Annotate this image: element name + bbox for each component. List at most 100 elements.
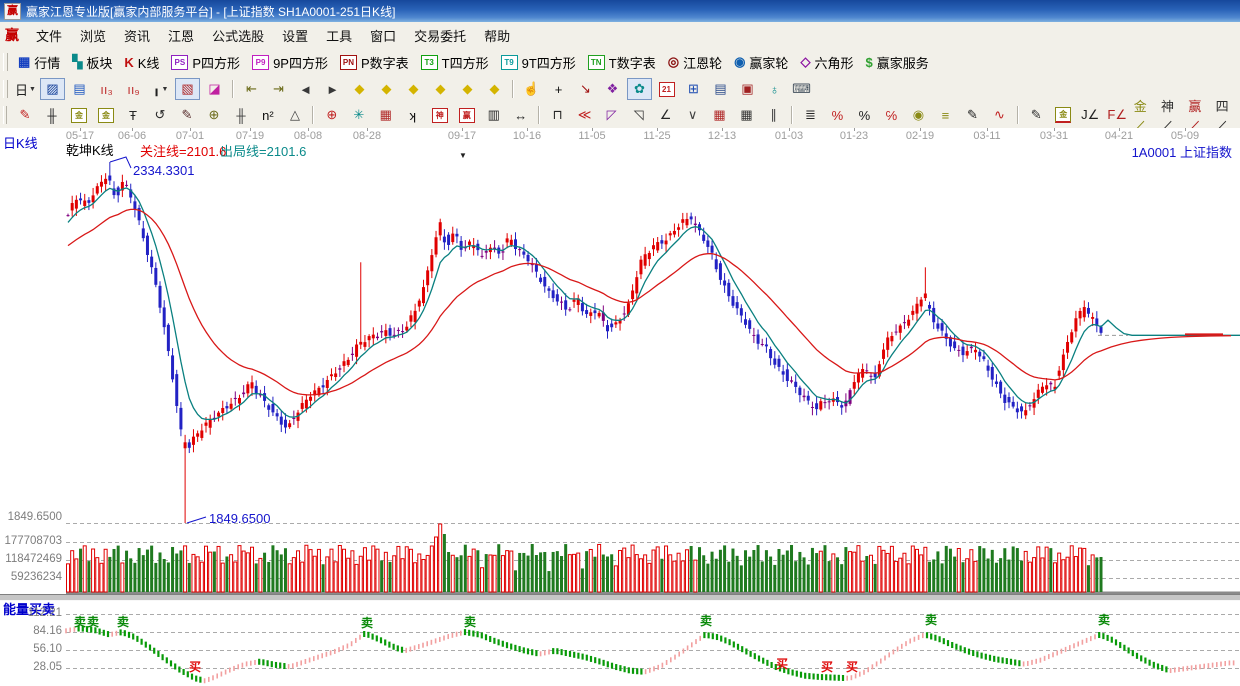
tool-zoom-in-x[interactable]: ◆ xyxy=(455,78,480,100)
tool-gann-circle[interactable]: ⊕ xyxy=(319,104,344,126)
tool-mirror-angle[interactable]: △ xyxy=(282,104,307,126)
menu-item-0[interactable]: 文件 xyxy=(36,28,63,44)
tool-period-day[interactable]: 日 ▼ xyxy=(13,78,38,100)
tool-gold-circle-levels[interactable]: ◉ xyxy=(906,104,931,126)
tool-gold-angle[interactable]: 金∠ xyxy=(1132,99,1157,133)
toolbar-button-winner-wheel[interactable]: ◉ 赢家轮 xyxy=(728,50,794,74)
toolbar-button-nine-t-square[interactable]: T9 9T四方形 xyxy=(495,50,582,74)
tool-parallel-rays[interactable]: ∥ xyxy=(761,104,786,126)
tool-calendar-tool[interactable]: 21 xyxy=(654,78,679,100)
menu-item-1[interactable]: 浏览 xyxy=(80,28,107,44)
tool-gold-lines[interactable]: ≡ xyxy=(933,104,958,126)
toolbar-button-t-square[interactable]: T3 T四方形 xyxy=(415,50,495,74)
tool-percent-red[interactable]: % xyxy=(825,104,850,126)
toolbar-button-p-square[interactable]: PS P四方形 xyxy=(165,50,246,74)
menu-item-5[interactable]: 设置 xyxy=(282,28,309,44)
toolbar-button-sectors[interactable]: ▚ 板块 xyxy=(66,50,118,74)
tool-analysis-tool[interactable]: ✿ xyxy=(627,78,652,100)
tool-workstation-tool[interactable]: ⌨ xyxy=(789,78,814,100)
tool-time-grid[interactable]: ╫ xyxy=(228,104,253,126)
tool-info-panel[interactable]: ▤ xyxy=(67,78,92,100)
tool-ma-9[interactable]: ıı₉ xyxy=(121,78,146,100)
tool-crosshair-tool[interactable]: + xyxy=(546,78,571,100)
tool-circle-cycle[interactable]: ⊕ xyxy=(201,104,226,126)
tool-save-tool[interactable]: ▣ xyxy=(735,78,760,100)
tool-grid-dark[interactable]: ▦ xyxy=(734,104,759,126)
tool-boxed-rays[interactable]: ▦ xyxy=(373,104,398,126)
tool-fan-box-dark[interactable]: ◹ xyxy=(626,104,651,126)
title-bar[interactable]: 赢 赢家江恩专业版[赢家内部服务平台] - [上证指数 SH1A0001-251… xyxy=(0,0,1240,22)
tool-knife-pen[interactable]: ✎ xyxy=(1024,104,1049,126)
pane-splitter[interactable] xyxy=(0,594,1240,601)
tool-network-tool[interactable]: ♁ xyxy=(762,78,787,100)
tool-gold-price-grid[interactable]: 金 xyxy=(93,104,118,126)
tool-pattern-box[interactable]: ▧ xyxy=(175,78,200,100)
tool-first-page[interactable]: ⇤ xyxy=(239,78,264,100)
tool-expand-x[interactable]: ◆ xyxy=(401,78,426,100)
tool-shift-right[interactable]: ◆ xyxy=(374,78,399,100)
tool-v-check[interactable]: ∨ xyxy=(680,104,705,126)
tool-ying-angle[interactable]: 赢∠ xyxy=(1186,99,1211,133)
tool-compress-x[interactable]: ◆ xyxy=(428,78,453,100)
tool-f-angle[interactable]: F∠ xyxy=(1105,104,1130,126)
tool-prev-bar[interactable]: ◄ xyxy=(293,78,318,100)
scroll-marker-arrow[interactable]: ▼ xyxy=(459,151,467,160)
tool-fan-box-purple[interactable]: ◸ xyxy=(599,104,624,126)
tool-stamp-tool[interactable]: ❖ xyxy=(600,78,625,100)
tool-gold-underline[interactable]: 金 xyxy=(1051,104,1076,126)
menu-item-3[interactable]: 江恩 xyxy=(168,28,195,44)
toolbar-button-gann-wheel[interactable]: ◎ 江恩轮 xyxy=(662,50,728,74)
menu-item-9[interactable]: 帮助 xyxy=(484,28,511,44)
menu-item-8[interactable]: 交易委托 xyxy=(414,28,467,44)
tool-gann-grid[interactable]: ╫ xyxy=(39,104,64,126)
toolbar-button-p-number-table[interactable]: PN P数字表 xyxy=(334,50,415,74)
tool-n-square[interactable]: n² xyxy=(255,104,280,126)
tool-candle-style[interactable]: ╻ ▼ xyxy=(148,78,173,100)
menu-item-2[interactable]: 资讯 xyxy=(124,28,151,44)
tool-zoom-out-x[interactable]: ◆ xyxy=(482,78,507,100)
tool-star-rays[interactable]: ✳ xyxy=(346,104,371,126)
tool-j-angle[interactable]: J∠ xyxy=(1078,104,1103,126)
tool-grid-red[interactable]: ▦ xyxy=(707,104,732,126)
price-volume-oscillator-plot[interactable]: 卖卖卖买卖卖卖买买买卖卖 xyxy=(0,128,1240,686)
tool-zhou-pattern[interactable]: ▨ xyxy=(40,78,65,100)
tool-spiral-tool[interactable]: ↺ xyxy=(147,104,172,126)
tool-next-bar[interactable]: ► xyxy=(320,78,345,100)
toolbar-button-winner-service[interactable]: $ 赢家服务 xyxy=(859,50,934,74)
tool-percent-black[interactable]: % xyxy=(852,104,877,126)
toolbar-button-t-number-table[interactable]: TN T数字表 xyxy=(582,50,662,74)
tool-span-measure[interactable]: ↔ xyxy=(508,104,533,126)
toolbar-button-quotes[interactable]: ▦ 行情 xyxy=(12,50,66,74)
menu-item-6[interactable]: 工具 xyxy=(326,28,353,44)
menu-item-4[interactable]: 公式选股 xyxy=(212,28,265,44)
tool-percent-levels[interactable]: ℅ xyxy=(879,104,904,126)
tool-calculator-tool[interactable]: ⊞ xyxy=(681,78,706,100)
tool-shen-angle[interactable]: 神∠ xyxy=(1159,99,1184,133)
tool-pen-tool[interactable]: ✎ xyxy=(12,104,37,126)
menu-item-7[interactable]: 窗口 xyxy=(370,28,397,44)
tool-color-histogram[interactable]: ◪ xyxy=(202,78,227,100)
tool-count-ruler[interactable]: ▥ xyxy=(481,104,506,126)
tool-scale-tool[interactable]: ≣ xyxy=(798,104,823,126)
tool-k-count[interactable]: ʞ xyxy=(400,104,425,126)
tool-ray-fan[interactable]: ≪ xyxy=(572,104,597,126)
tool-gold-section-grid[interactable]: 金 xyxy=(66,104,91,126)
tool-ma-3[interactable]: ıı₃ xyxy=(94,78,119,100)
tool-ink-pen[interactable]: ✎ xyxy=(960,104,985,126)
tool-beam-tool[interactable]: ⊓ xyxy=(545,104,570,126)
tool-f-section[interactable]: Ŧ xyxy=(120,104,145,126)
tool-notes-tool[interactable]: ▤ xyxy=(708,78,733,100)
tool-shen-grid[interactable]: 神 xyxy=(427,104,452,126)
tool-angle-line[interactable]: ∠ xyxy=(653,104,678,126)
toolbar-button-hexagon[interactable]: ◇ 六角形 xyxy=(794,50,859,74)
toolbar-button-nine-p-square[interactable]: P9 9P四方形 xyxy=(246,50,334,74)
tool-si-angle[interactable]: 四∠ xyxy=(1214,99,1239,133)
tool-marker-pen[interactable]: ✎ xyxy=(174,104,199,126)
tool-last-page[interactable]: ⇥ xyxy=(266,78,291,100)
tool-ying-grid[interactable]: 赢 xyxy=(454,104,479,126)
tool-shift-left[interactable]: ◆ xyxy=(347,78,372,100)
tool-wave-red[interactable]: ∿ xyxy=(987,104,1012,126)
toolbar-button-kline[interactable]: K K线 xyxy=(118,50,165,74)
tool-hand-tool[interactable]: ☝ xyxy=(519,78,544,100)
tool-pointer-tool[interactable]: ↘ xyxy=(573,78,598,100)
